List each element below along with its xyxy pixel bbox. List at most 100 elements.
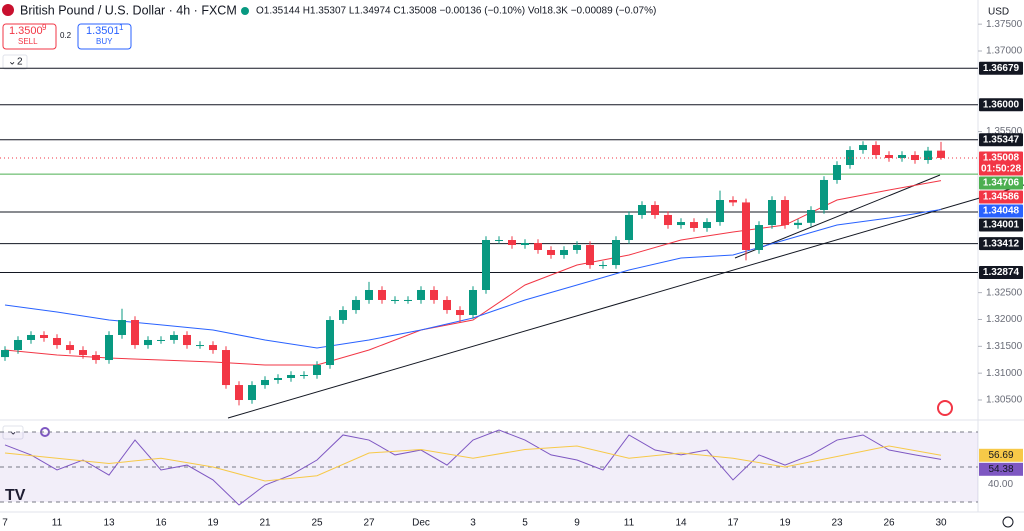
rsi-tag	[979, 462, 1023, 476]
buy-button[interactable]	[77, 23, 132, 50]
candle-body	[378, 289, 386, 300]
candle-body	[651, 204, 659, 215]
candle-body	[690, 222, 698, 228]
candle-body	[53, 337, 61, 346]
rsi-toggle[interactable]	[2, 425, 24, 440]
x-tick-label: 17	[727, 518, 739, 529]
candle-body	[274, 377, 282, 380]
candle-body	[365, 289, 373, 300]
indicators-count: 2	[17, 57, 23, 68]
candle-body	[79, 350, 87, 356]
y-tick-label: 1.37000	[986, 46, 1023, 57]
candle-body	[677, 222, 685, 226]
candle-body	[703, 222, 711, 228]
x-tick-label: 3	[470, 518, 476, 529]
candle-body	[261, 379, 269, 386]
rsi-tag-label: 54.38	[988, 464, 1013, 475]
x-tick-label: 26	[883, 518, 895, 529]
x-tick-label: 11	[52, 518, 63, 529]
candle-body	[755, 225, 763, 250]
y-tick-label: 40.00	[988, 479, 1013, 490]
candle-body	[66, 345, 74, 351]
candle-body	[287, 374, 295, 378]
y-tick-label: 1.31500	[986, 341, 1023, 352]
candle-body	[716, 200, 724, 223]
candle-body	[911, 155, 919, 161]
candle-body	[352, 299, 360, 311]
collapse-icon: ⌄	[8, 57, 16, 68]
spread: 0.2	[60, 31, 72, 40]
price-tag	[979, 190, 1023, 204]
price-tag	[979, 98, 1023, 112]
x-tick-label: Dec	[412, 518, 430, 529]
candle-body	[1, 350, 9, 358]
price-tag-label: 1.33412	[983, 238, 1020, 249]
candle-body	[404, 299, 412, 301]
sell-button[interactable]	[2, 23, 57, 50]
price-tag-label: 1.35008	[983, 153, 1020, 164]
price-tag	[979, 176, 1023, 190]
price-tag	[979, 151, 1023, 176]
sell-sup: 9	[42, 23, 47, 32]
y-tick-label: 1.37500	[986, 19, 1023, 30]
currency[interactable]: USD	[988, 7, 1009, 18]
x-tick-label: 21	[259, 518, 271, 529]
candle-body	[417, 289, 425, 300]
candle-body	[118, 320, 126, 335]
candle-body	[170, 334, 178, 340]
candle-body	[339, 310, 347, 321]
candle-body	[183, 334, 191, 346]
x-tick-label: 13	[103, 518, 115, 529]
x-tick-label: 19	[779, 518, 791, 529]
x-tick-label: 27	[363, 518, 375, 529]
indicators-toggle[interactable]	[2, 54, 28, 70]
candle-body	[326, 320, 334, 366]
settings-icon[interactable]	[1002, 516, 1014, 528]
rsi-tag	[979, 448, 1023, 462]
x-tick-label: 16	[155, 518, 167, 529]
tradingview-logo: TV	[5, 487, 26, 504]
candle-body	[14, 339, 22, 351]
candle-body	[157, 339, 165, 341]
candle-body	[846, 150, 854, 165]
candle-body	[924, 150, 932, 161]
ohlc-legend: O1.35144 H1.35307 L1.34974 C1.35008 −0.0…	[256, 6, 656, 17]
candle-body	[781, 200, 789, 226]
alert-icon[interactable]	[937, 400, 953, 416]
candle-body	[794, 222, 802, 226]
candle-body	[833, 164, 841, 180]
candle-body	[482, 240, 490, 290]
y-tick-label: 1.35500	[986, 126, 1023, 137]
candle-body	[456, 310, 464, 316]
x-tick-label: 19	[207, 518, 219, 529]
candle-body	[638, 204, 646, 215]
price-tag	[979, 237, 1023, 251]
sell-label: SELL	[18, 37, 38, 46]
candle-body	[469, 289, 477, 316]
collapse-icon: ⌄	[9, 427, 17, 438]
symbol-title[interactable]: British Pound / U.S. Dollar · 4h · FXCM	[20, 3, 237, 17]
symbol-icon	[2, 4, 14, 16]
rsi-line	[4, 445, 942, 482]
candle-body	[859, 145, 867, 151]
candle-body	[443, 299, 451, 311]
candle-body	[612, 240, 620, 266]
sell-price: 1.3500	[9, 25, 43, 37]
candle-body	[885, 155, 893, 159]
candle-body	[898, 155, 906, 159]
market-status	[241, 7, 249, 15]
candle-body	[391, 299, 399, 301]
price-tag-label: 1.34001	[983, 220, 1020, 231]
candle-body	[807, 209, 815, 223]
x-tick-label: 23	[831, 518, 843, 529]
candle-body	[430, 289, 438, 300]
price-tag-label: 1.35347	[983, 134, 1020, 145]
candle-body	[820, 179, 828, 210]
candle-body	[534, 243, 542, 250]
x-tick-label: 5	[522, 518, 528, 529]
candle-body	[872, 145, 880, 156]
x-tick-label: 11	[624, 518, 635, 529]
candle-body	[586, 245, 594, 266]
